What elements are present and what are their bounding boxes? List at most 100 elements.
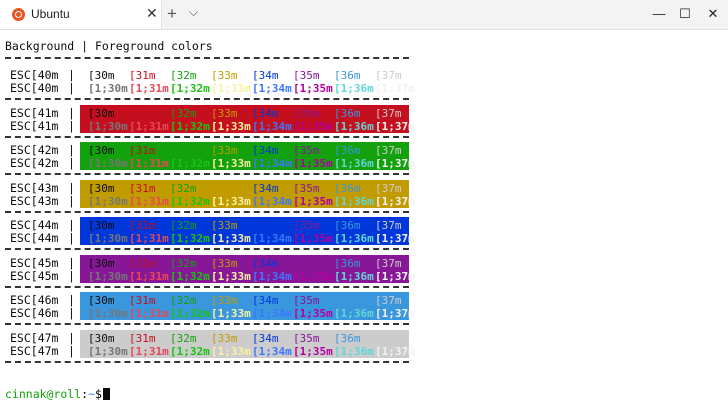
background-swatch [80, 292, 409, 320]
fg-bold-code-cell: [1;31m [129, 232, 169, 245]
fg-bold-code-cell: [1;35m [293, 157, 333, 170]
fg-code-cell: [30m [88, 144, 115, 157]
fg-code-cell: [36m [334, 144, 361, 157]
fg-code-cell: [37m [375, 181, 402, 195]
fg-code-cell: [36m [334, 294, 361, 307]
fg-code-cell: [33m [211, 144, 238, 157]
close-window-button[interactable]: ✕ [707, 6, 719, 21]
fg-bold-code-cell: [1;34m [252, 269, 292, 283]
bg-code-label: ESC[43m [10, 193, 59, 208]
background-swatch [80, 329, 409, 358]
separator-line [5, 285, 409, 288]
column-divider: | [68, 268, 75, 283]
fg-bold-code-cell: [1;36m [334, 269, 374, 283]
minimize-button[interactable]: — [652, 6, 666, 21]
fg-bold-code-cell: [1;34m [252, 82, 292, 95]
fg-code-cell: [30m [88, 256, 115, 270]
fg-code-cell: [32m [170, 69, 197, 82]
terminal-output[interactable]: Background | Foreground colors cinnak@ro… [0, 30, 728, 407]
fg-bold-code-cell: [1;30m [88, 344, 128, 358]
table-row: ESC[44m | [30m [31m [32m [33m [34m [35m [36m [37m… [0, 217, 415, 247]
fg-bold-code-cell: [1;30m [88, 269, 128, 283]
fg-bold-code-cell: [1;31m [129, 269, 169, 283]
fg-bold-code-cell: [1;37m [375, 232, 415, 245]
maximize-button[interactable]: ☐ [679, 6, 691, 21]
fg-code-cell: [36m [334, 331, 361, 345]
fg-bold-code-cell: [1;33m [211, 194, 251, 208]
fg-bold-code-cell: [1;34m [252, 194, 292, 208]
fg-bold-code-cell: [1;36m [334, 157, 374, 170]
cursor [102, 388, 110, 400]
fg-code-cell: [36m [334, 219, 361, 232]
table-row: ESC[40m | [30m [31m [32m [33m [34m [35m [36m [37m… [0, 67, 415, 97]
column-divider: | [68, 218, 75, 232]
fg-code-cell: [31m [129, 106, 156, 120]
fg-bold-code-cell: [1;33m [211, 119, 251, 133]
fg-code-cell: [31m [129, 144, 156, 157]
table-header: Background | Foreground colors [5, 39, 213, 53]
chevron-down-icon[interactable]: ⌵ [189, 5, 199, 19]
fg-code-cell: [30m [88, 219, 115, 232]
column-divider: | [68, 255, 75, 270]
bg-code-label: ESC[45m [10, 268, 59, 283]
fg-code-cell: [31m [129, 181, 156, 195]
fg-bold-code-cell: [1;31m [129, 119, 169, 133]
bg-code-label: ESC[40m [10, 81, 59, 95]
fg-code-cell: [30m [88, 69, 115, 82]
bg-code-label: ESC[41m [10, 105, 59, 120]
fg-bold-code-cell: [1;33m [211, 157, 251, 170]
fg-bold-code-cell: [1;30m [88, 119, 128, 133]
fg-code-cell: [30m [88, 294, 115, 307]
fg-bold-code-cell: [1;36m [334, 194, 374, 208]
fg-bold-code-cell: [1;34m [252, 232, 292, 245]
fg-code-cell: [35m [293, 69, 320, 82]
fg-code-cell: [34m [252, 219, 279, 232]
fg-bold-code-cell: [1;32m [170, 194, 210, 208]
fg-bold-code-cell: [1;35m [293, 119, 333, 133]
separator-line [5, 210, 409, 213]
fg-bold-code-cell: [1;30m [88, 232, 128, 245]
ubuntu-icon [12, 8, 25, 21]
separator-line [5, 57, 409, 59]
tab-title: Ubuntu [31, 7, 70, 21]
bg-code-label: ESC[45m [10, 255, 59, 270]
fg-bold-code-cell: [1;37m [375, 119, 415, 133]
fg-bold-code-cell: [1;35m [293, 269, 333, 283]
close-tab-icon[interactable]: ✕ [146, 5, 158, 21]
separator-line [5, 360, 409, 363]
separator-line [5, 173, 409, 175]
fg-bold-code-cell: [1;34m [252, 157, 292, 170]
fg-code-cell: [37m [375, 144, 402, 157]
fg-bold-code-cell: [1;35m [293, 232, 333, 245]
column-divider: | [68, 180, 75, 195]
new-tab-button[interactable]: + [167, 4, 177, 23]
background-swatch [80, 142, 409, 170]
tab-ubuntu[interactable]: Ubuntu ✕ [0, 0, 162, 29]
fg-code-cell: [37m [375, 69, 402, 82]
bg-code-label: ESC[44m [10, 231, 59, 245]
fg-code-cell: [34m [252, 69, 279, 82]
fg-bold-code-cell: [1;32m [170, 307, 210, 320]
fg-bold-code-cell: [1;36m [334, 119, 374, 133]
fg-code-cell: [34m [252, 294, 279, 307]
fg-bold-code-cell: [1;35m [293, 344, 333, 358]
fg-bold-code-cell: [1;32m [170, 157, 210, 170]
bg-code-label: ESC[41m [10, 118, 59, 133]
fg-code-cell: [35m [293, 331, 320, 345]
fg-bold-code-cell: [1;37m [375, 344, 415, 358]
fg-bold-code-cell: [1;35m [293, 82, 333, 95]
fg-code-cell: [32m [170, 331, 197, 345]
table-row: ESC[47m | [30m [31m [32m [33m [34m [35m [36m [37m… [0, 329, 415, 360]
bg-code-label: ESC[44m [10, 218, 59, 232]
column-divider: | [68, 81, 75, 95]
fg-code-cell: [36m [334, 181, 361, 195]
fg-code-cell: [33m [211, 256, 238, 270]
prompt-user-host: cinnak@roll [5, 387, 82, 401]
fg-code-cell: [35m [293, 181, 320, 195]
fg-code-cell: [33m [211, 181, 238, 195]
fg-code-cell: [30m [88, 106, 115, 120]
background-swatch [80, 254, 409, 283]
fg-code-cell: [33m [211, 69, 238, 82]
fg-code-cell: [33m [211, 331, 238, 345]
fg-bold-code-cell: [1;36m [334, 307, 374, 320]
